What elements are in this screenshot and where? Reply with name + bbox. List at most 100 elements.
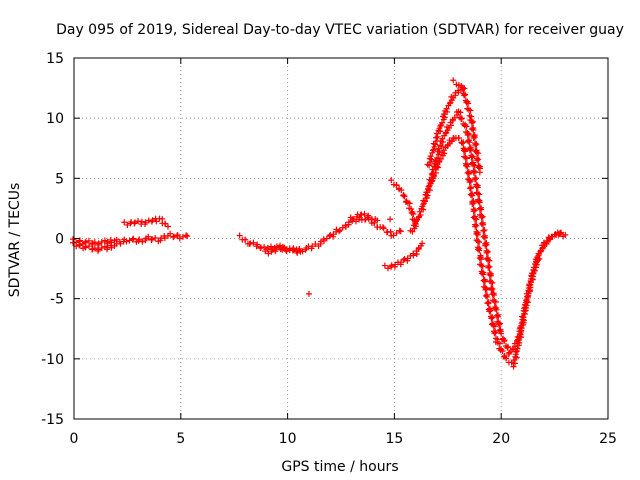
- data-point: [474, 190, 481, 197]
- data-point: [387, 228, 394, 235]
- data-point: [268, 243, 275, 250]
- data-point: [460, 139, 467, 146]
- data-point: [129, 236, 136, 243]
- data-point: [437, 122, 444, 129]
- data-point: [492, 298, 499, 305]
- data-point: [475, 156, 482, 163]
- data-point: [430, 169, 437, 176]
- data-point: [475, 164, 482, 171]
- data-point: [130, 235, 137, 242]
- data-point: [82, 243, 89, 250]
- data-point: [488, 315, 495, 322]
- data-point: [282, 247, 289, 254]
- data-point: [472, 223, 479, 230]
- data-point: [470, 126, 477, 133]
- data-point: [149, 217, 156, 224]
- data-point: [524, 294, 531, 301]
- x-axis-label: GPS time / hours: [281, 459, 398, 475]
- data-point: [464, 138, 471, 145]
- data-point: [108, 244, 115, 251]
- data-point: [161, 235, 168, 242]
- data-point: [466, 139, 473, 146]
- x-tick-label: 10: [279, 431, 297, 447]
- data-point: [424, 192, 431, 199]
- data-point: [485, 256, 492, 263]
- data-point: [463, 162, 470, 169]
- data-point: [462, 91, 469, 98]
- data-point: [89, 246, 96, 253]
- data-point: [489, 291, 496, 298]
- data-point: [496, 340, 503, 347]
- data-point: [261, 243, 268, 250]
- data-point: [142, 219, 149, 226]
- data-point: [82, 238, 89, 245]
- data-point: [117, 240, 124, 247]
- data-point: [463, 123, 470, 130]
- data-point: [470, 169, 477, 176]
- data-point: [480, 233, 487, 240]
- data-point: [305, 290, 312, 297]
- data-point: [398, 187, 405, 194]
- data-point: [516, 334, 523, 341]
- data-point: [397, 228, 404, 235]
- data-point: [437, 128, 444, 135]
- data-point: [478, 220, 485, 227]
- data-point: [503, 355, 510, 362]
- data-point: [82, 239, 89, 246]
- data-point: [265, 250, 272, 257]
- data-point: [486, 263, 493, 270]
- data-point: [471, 134, 478, 141]
- data-point: [480, 221, 487, 228]
- data-point: [469, 201, 476, 208]
- data-point: [262, 248, 269, 255]
- data-point: [464, 169, 471, 176]
- chart-title: Day 095 of 2019, Sidereal Day-to-day VTE…: [56, 22, 624, 38]
- data-point: [434, 154, 441, 161]
- data-point: [473, 175, 480, 182]
- data-point: [439, 135, 446, 142]
- data-point: [528, 270, 535, 277]
- data-point: [474, 157, 481, 164]
- data-point: [98, 245, 105, 252]
- data-point: [472, 142, 479, 149]
- data-point: [476, 199, 483, 206]
- data-point: [433, 138, 440, 145]
- data-point: [504, 344, 511, 351]
- data-point: [420, 206, 427, 213]
- data-point: [131, 219, 138, 226]
- data-point: [473, 230, 480, 237]
- data-point: [500, 337, 507, 344]
- data-point: [264, 244, 271, 251]
- data-point: [558, 229, 565, 236]
- data-point: [174, 232, 181, 239]
- data-point: [184, 233, 191, 240]
- data-point: [94, 247, 101, 254]
- data-point: [70, 236, 76, 243]
- data-point: [113, 236, 120, 243]
- data-point: [476, 255, 483, 262]
- data-point: [489, 285, 496, 292]
- data-point: [481, 226, 488, 233]
- data-point: [469, 192, 476, 199]
- data-point: [462, 148, 469, 155]
- data-point: [466, 147, 473, 154]
- data-point: [467, 107, 474, 114]
- data-point: [476, 239, 483, 246]
- x-tick-label: 0: [70, 431, 79, 447]
- data-point: [436, 149, 443, 156]
- data-point: [380, 225, 387, 232]
- data-point: [345, 219, 352, 226]
- data-point: [484, 248, 491, 255]
- data-point: [269, 246, 276, 253]
- data-point: [400, 192, 407, 199]
- data-point: [438, 143, 445, 150]
- data-point: [492, 329, 499, 336]
- data-point: [491, 323, 498, 330]
- data-point: [529, 273, 536, 280]
- data-point: [429, 147, 436, 154]
- data-point: [236, 232, 243, 239]
- data-point: [486, 308, 493, 315]
- data-point: [139, 238, 146, 245]
- data-point: [537, 248, 544, 255]
- data-point: [526, 288, 533, 295]
